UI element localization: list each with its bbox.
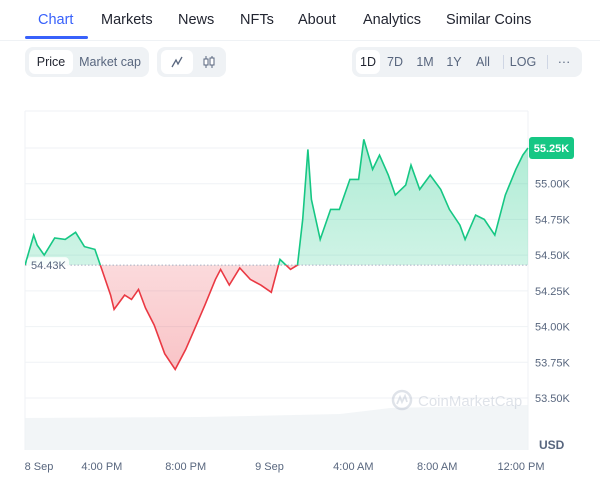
x-tick-label: 8:00 AM [417,461,457,473]
candlestick-icon [203,56,215,68]
range-all-button[interactable]: All [476,55,490,69]
area-above-baseline [25,139,528,266]
tab-analytics[interactable]: Analytics [363,12,422,28]
tab-about[interactable]: About [298,12,336,28]
range-1d-button[interactable]: 1D [356,50,380,74]
x-tick-label: 8 Sep [25,461,54,473]
tab-markets[interactable]: Markets [101,12,153,28]
active-tab-indicator [25,36,88,39]
x-tick-label: 4:00 AM [333,461,373,473]
y-tick-label: 54.00K [535,322,571,334]
price-line-down [25,265,299,371]
tab-similar-coins[interactable]: Similar Coins [446,12,532,28]
range-1y-button[interactable]: 1Y [446,55,462,69]
more-button[interactable]: ··· [557,55,571,69]
tab-bar: Chart Markets News NFTs About Analytics … [0,0,600,41]
y-tick-label: 54.25K [535,286,571,298]
price-button[interactable]: Price [29,50,73,74]
x-tick-label: 12:00 PM [497,461,544,473]
range-7d-button[interactable]: 7D [387,55,403,69]
x-tick-label: 9 Sep [255,461,284,473]
y-tick-label: 54.75K [535,214,571,226]
divider [503,55,504,69]
y-tick-label: 55.00K [535,179,571,191]
x-tick-label: 4:00 PM [81,461,122,473]
current-price-label: 55.25K [534,143,570,155]
market-cap-button[interactable]: Market cap [79,55,141,69]
x-tick-label: 8:00 PM [165,461,206,473]
divider [547,55,548,69]
line-chart-icon [171,56,183,68]
line-chart-button[interactable] [161,50,193,74]
watermark: CoinMarketCap [391,389,522,411]
price-line-up [25,139,529,266]
current-price-badge [529,137,574,159]
currency-label: USD [539,438,565,452]
volume-area [25,405,528,450]
range-1m-button[interactable]: 1M [416,55,434,69]
y-tick-label: 53.75K [535,357,571,369]
svg-text:CoinMarketCap: CoinMarketCap [418,393,522,410]
metric-toggle: Price Market cap [25,47,149,77]
candlestick-button[interactable] [195,50,223,74]
chart-type-toggle [157,47,226,77]
range-toggle: 1D 7D 1M 1Y All LOG ··· [352,47,582,77]
log-button[interactable]: LOG [509,55,537,69]
y-tick-label: 54.50K [535,250,571,262]
tab-news[interactable]: News [178,12,215,28]
tab-nfts[interactable]: NFTs [240,12,274,28]
area-below-baseline [25,265,528,370]
y-tick-label: 53.50K [535,393,571,405]
tab-chart[interactable]: Chart [38,12,74,28]
baseline-label: 54.43K [31,260,67,272]
baseline-label-bg [27,257,69,274]
